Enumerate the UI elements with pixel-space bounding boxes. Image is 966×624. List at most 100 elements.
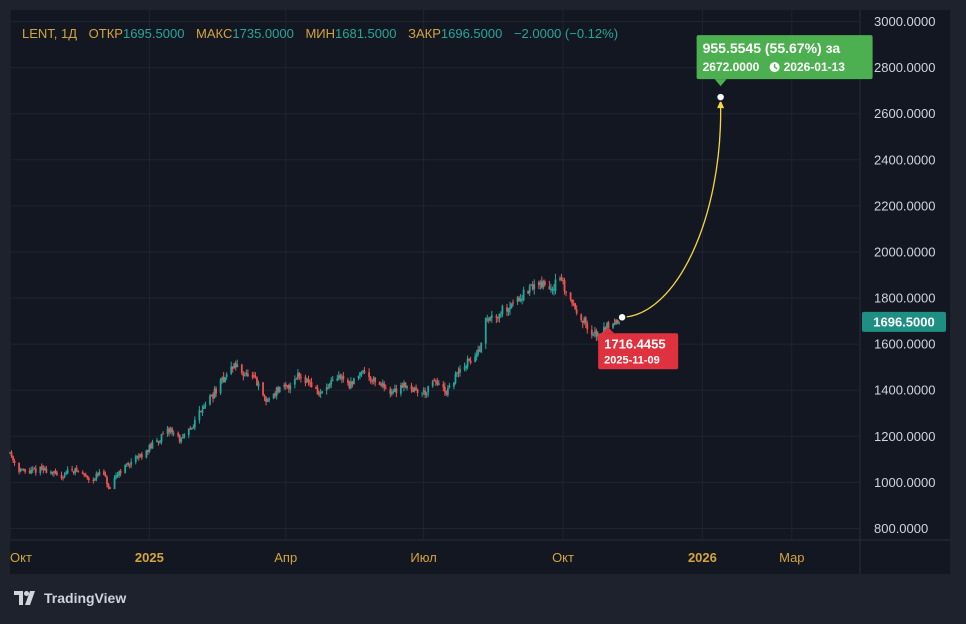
- candle-body: [10, 452, 13, 457]
- candle-body: [104, 474, 107, 477]
- ohlc-legend[interactable]: LENT, 1Д ОТКР1695.5000 МАКС1735.0000 МИН…: [22, 26, 618, 41]
- candle-body: [480, 342, 483, 353]
- tradingview-logo[interactable]: TradingView: [14, 589, 126, 607]
- candle-body: [533, 284, 536, 290]
- candle-body: [348, 381, 351, 389]
- candle-body: [178, 434, 181, 442]
- forecast-target-pointer: [714, 79, 727, 87]
- candle-body: [509, 307, 511, 310]
- candle-body: [574, 303, 577, 309]
- candle-body: [306, 378, 308, 383]
- candle-body: [54, 470, 57, 474]
- candle-body: [369, 377, 372, 381]
- candle-body: [215, 388, 217, 394]
- candle-body: [274, 393, 277, 396]
- candle-body: [360, 372, 363, 374]
- candle-body: [187, 428, 190, 435]
- candle-body: [118, 471, 120, 476]
- candle-body: [531, 284, 534, 290]
- legend-open-value: 1695.5000: [123, 26, 184, 41]
- candle-body: [336, 378, 339, 381]
- legend-high-label: МАКС: [196, 26, 232, 41]
- plot-area[interactable]: [10, 10, 860, 574]
- legend-symbol[interactable]: LENT, 1Д: [22, 26, 77, 41]
- candle-body: [287, 384, 290, 389]
- candle-body: [74, 468, 77, 474]
- candle-body: [584, 317, 587, 324]
- candle-body: [475, 353, 478, 358]
- candle-body: [83, 473, 86, 476]
- candle-body: [60, 474, 63, 478]
- candle-body: [134, 456, 137, 463]
- candle-body: [466, 359, 469, 368]
- candle-body: [107, 483, 110, 488]
- candle-body: [618, 322, 620, 324]
- candle-body: [342, 376, 345, 380]
- time-axis-labels: Окт 2025 Апр Июл Окт 2026 Мар: [10, 550, 805, 565]
- candle-body: [106, 476, 108, 485]
- candle-body: [245, 372, 248, 375]
- forecast-end-point[interactable]: [715, 92, 726, 102]
- candle-body: [454, 374, 457, 384]
- candle-body: [300, 376, 302, 378]
- candle-body: [378, 381, 381, 385]
- candle-body: [115, 475, 117, 478]
- price-scale[interactable]: [860, 10, 950, 574]
- candle-body: [521, 298, 524, 300]
- forecast-curve[interactable]: [622, 104, 722, 318]
- candle-body: [554, 279, 557, 291]
- legend-low-value: 1681.5000: [335, 26, 396, 41]
- price-badge-box: [862, 311, 946, 332]
- candle-body: [42, 468, 45, 470]
- candle-body: [169, 428, 172, 433]
- candle-body: [457, 372, 460, 374]
- candle-body: [140, 453, 143, 458]
- candle-body: [357, 376, 360, 379]
- current-price-badge[interactable]: 1696.5000: [862, 311, 946, 332]
- candle-body: [219, 379, 222, 394]
- candle-body: [277, 387, 280, 392]
- candle-body: [422, 390, 425, 392]
- price-tick-label: 1400.0000: [874, 383, 935, 398]
- candle-body: [87, 478, 90, 480]
- candle-body: [56, 472, 58, 475]
- candle-body: [551, 288, 554, 291]
- candle-body: [254, 376, 257, 378]
- candle-body: [459, 368, 461, 373]
- candle-body: [63, 475, 66, 477]
- candle-body: [346, 379, 349, 383]
- candle-body: [62, 477, 64, 479]
- candle-body: [404, 382, 407, 388]
- time-scale[interactable]: [10, 540, 860, 574]
- candle-body: [463, 367, 466, 369]
- candle-body: [71, 468, 74, 471]
- candle-body: [212, 394, 214, 399]
- forecast-target-date: 2026-01-13: [784, 60, 846, 74]
- candle-body: [550, 289, 552, 291]
- price-tick-label: 800.0000: [874, 521, 928, 536]
- forecast-start-point[interactable]: [617, 312, 627, 323]
- candle-body: [103, 471, 105, 476]
- forecast-drawing[interactable]: 1716.4455 2025-11-09 955.5545 (55.67%) з…: [598, 35, 873, 370]
- candle-body: [595, 330, 598, 337]
- candle-body: [607, 322, 610, 329]
- candle-body: [453, 382, 455, 387]
- candle-body: [201, 409, 204, 413]
- candle-body: [537, 282, 540, 285]
- candle-body: [400, 385, 402, 394]
- candle-body: [507, 308, 510, 313]
- candle-body: [604, 327, 607, 331]
- candle-body: [456, 373, 458, 375]
- candle-body: [40, 465, 43, 469]
- candle-body: [72, 471, 75, 473]
- candle-body: [278, 386, 281, 393]
- time-tick-label: 2026: [688, 550, 717, 565]
- candle-body: [383, 383, 386, 388]
- candle-body: [412, 388, 414, 392]
- candle-body: [50, 471, 52, 474]
- candle-body: [171, 428, 174, 433]
- candle-body: [496, 317, 499, 319]
- candle-body: [293, 379, 296, 385]
